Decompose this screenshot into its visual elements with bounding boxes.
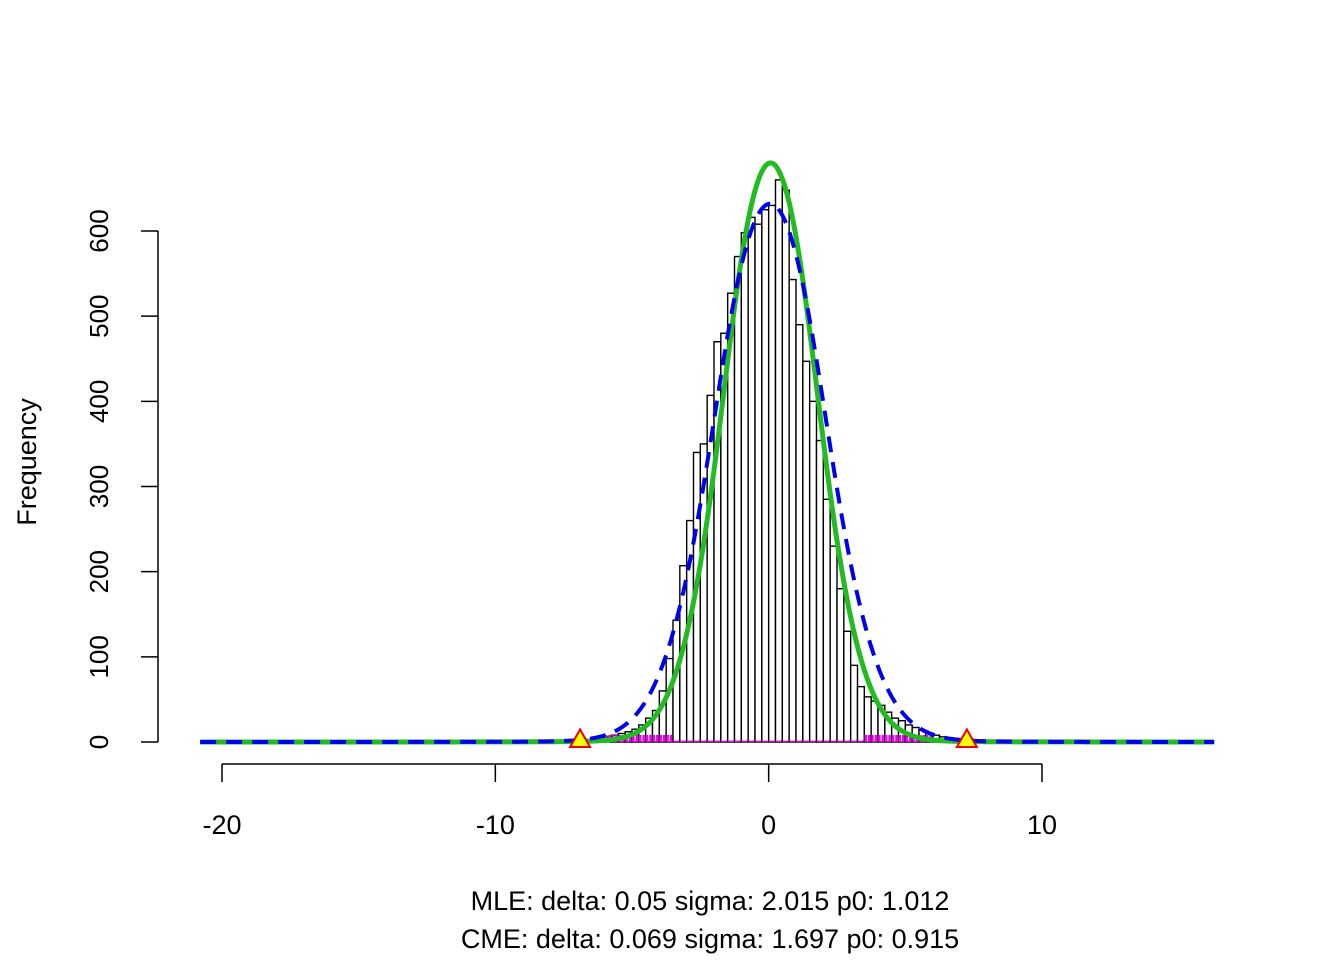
histogram-bar — [849, 664, 859, 743]
x-tick-label: 0 — [761, 810, 776, 840]
x-tick-label: 10 — [1027, 810, 1057, 840]
histogram-bar — [808, 400, 818, 743]
histogram-bar — [740, 231, 749, 743]
y-tick-label: 600 — [84, 209, 114, 252]
fitted-curves — [199, 160, 1216, 745]
histogram-bar — [754, 223, 763, 743]
histogram-bar — [733, 255, 743, 743]
cutoff-markers — [568, 727, 979, 748]
y-tick-label: 200 — [84, 550, 114, 593]
histogram-bar — [815, 439, 825, 743]
y-tick-label: 100 — [84, 635, 114, 678]
x-tick-label: -20 — [202, 810, 241, 840]
y-tick-label: 500 — [84, 294, 114, 337]
y-axis-label: Frequency — [12, 398, 42, 526]
mle-fit-curve — [199, 201, 1215, 744]
histogram-bar — [761, 209, 770, 743]
y-tick-label: 400 — [84, 380, 114, 423]
cutoff-triangle — [955, 727, 979, 748]
histogram-bar — [788, 278, 797, 743]
x-axis-label-line-2: CME: delta: 0.069 sigma: 1.697 p0: 0.915 — [461, 924, 959, 954]
histogram-bar — [829, 545, 838, 743]
y-tick-label: 300 — [84, 465, 114, 508]
histogram-bar — [802, 360, 811, 743]
x-axis-label-line-1: MLE: delta: 0.05 sigma: 2.015 p0: 1.012 — [471, 886, 950, 916]
histogram-bar — [774, 179, 784, 743]
y-tick-label: 0 — [84, 735, 114, 749]
histogram-bar — [822, 498, 831, 743]
y-axis: 0 100 200 300 400 500 600 — [84, 209, 159, 749]
histogram-bar — [747, 216, 756, 743]
histogram-bar — [795, 323, 804, 743]
histogram-bar — [856, 685, 866, 743]
histogram-bar — [767, 204, 777, 743]
histogram-bar — [706, 394, 715, 743]
x-axis: -20 -10 0 10 — [202, 763, 1057, 840]
cutoff-triangle — [568, 727, 592, 748]
histogram-bar — [836, 588, 845, 743]
histogram-bar — [843, 630, 852, 743]
histogram-bar — [781, 189, 790, 743]
x-tick-label: -10 — [476, 810, 515, 840]
